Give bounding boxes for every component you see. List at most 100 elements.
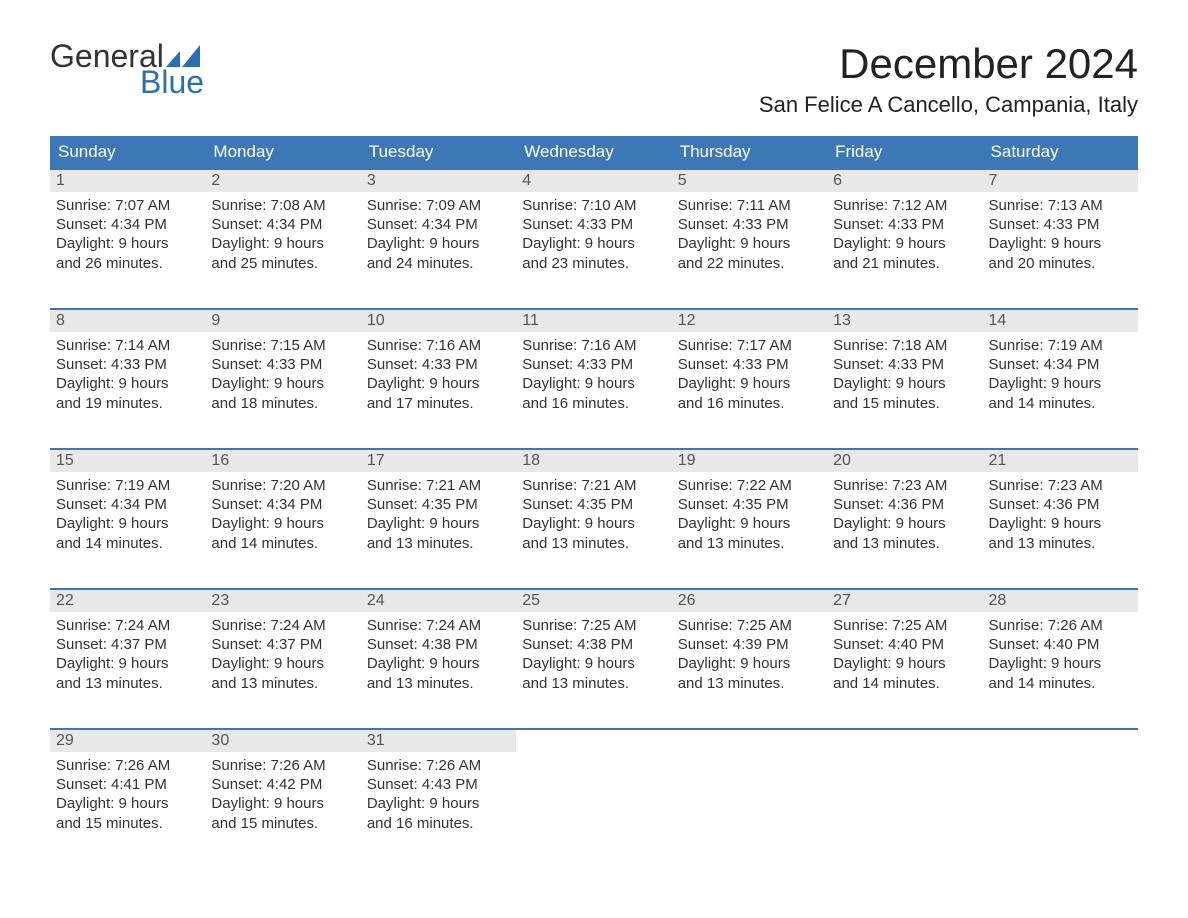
header: General Blue December 2024 San Felice A … (50, 40, 1138, 118)
day-number: 31 (361, 730, 516, 752)
day-line-sunrise: Sunrise: 7:23 AM (833, 476, 976, 495)
day-number: 9 (205, 310, 360, 332)
calendar-cell: 20Sunrise: 7:23 AMSunset: 4:36 PMDayligh… (827, 450, 982, 568)
day-line-day1: Daylight: 9 hours (367, 794, 510, 813)
day-line-day2: and 20 minutes. (989, 254, 1132, 273)
day-body: Sunrise: 7:19 AMSunset: 4:34 PMDaylight:… (983, 332, 1138, 419)
day-line-day2: and 13 minutes. (56, 674, 199, 693)
day-body: Sunrise: 7:23 AMSunset: 4:36 PMDaylight:… (827, 472, 982, 559)
calendar-cell: 3Sunrise: 7:09 AMSunset: 4:34 PMDaylight… (361, 170, 516, 288)
day-line-day2: and 25 minutes. (211, 254, 354, 273)
day-body: Sunrise: 7:08 AMSunset: 4:34 PMDaylight:… (205, 192, 360, 279)
day-line-sunrise: Sunrise: 7:26 AM (211, 756, 354, 775)
day-line-day1: Daylight: 9 hours (367, 654, 510, 673)
day-line-sunrise: Sunrise: 7:25 AM (522, 616, 665, 635)
day-body: Sunrise: 7:20 AMSunset: 4:34 PMDaylight:… (205, 472, 360, 559)
day-line-day1: Daylight: 9 hours (211, 794, 354, 813)
day-body: Sunrise: 7:09 AMSunset: 4:34 PMDaylight:… (361, 192, 516, 279)
day-body: Sunrise: 7:15 AMSunset: 4:33 PMDaylight:… (205, 332, 360, 419)
day-number: 23 (205, 590, 360, 612)
calendar-cell: 25Sunrise: 7:25 AMSunset: 4:38 PMDayligh… (516, 590, 671, 708)
day-line-sunrise: Sunrise: 7:10 AM (522, 196, 665, 215)
day-line-day2: and 14 minutes. (989, 674, 1132, 693)
day-body: Sunrise: 7:25 AMSunset: 4:40 PMDaylight:… (827, 612, 982, 699)
day-line-sunrise: Sunrise: 7:16 AM (522, 336, 665, 355)
calendar-cell: 29Sunrise: 7:26 AMSunset: 4:41 PMDayligh… (50, 730, 205, 848)
calendar-cell: 11Sunrise: 7:16 AMSunset: 4:33 PMDayligh… (516, 310, 671, 428)
day-line-day1: Daylight: 9 hours (56, 654, 199, 673)
calendar-cell: 7Sunrise: 7:13 AMSunset: 4:33 PMDaylight… (983, 170, 1138, 288)
day-body: Sunrise: 7:13 AMSunset: 4:33 PMDaylight:… (983, 192, 1138, 279)
day-body: Sunrise: 7:07 AMSunset: 4:34 PMDaylight:… (50, 192, 205, 279)
day-number: 10 (361, 310, 516, 332)
day-line-sunset: Sunset: 4:34 PM (989, 355, 1132, 374)
day-line-day2: and 13 minutes. (989, 534, 1132, 553)
day-line-sunset: Sunset: 4:40 PM (833, 635, 976, 654)
weeks-container: 1Sunrise: 7:07 AMSunset: 4:34 PMDaylight… (50, 168, 1138, 848)
day-body: Sunrise: 7:26 AMSunset: 4:42 PMDaylight:… (205, 752, 360, 839)
day-line-day2: and 19 minutes. (56, 394, 199, 413)
day-line-day1: Daylight: 9 hours (56, 794, 199, 813)
day-line-day1: Daylight: 9 hours (211, 234, 354, 253)
week-row: 8Sunrise: 7:14 AMSunset: 4:33 PMDaylight… (50, 308, 1138, 428)
day-line-sunset: Sunset: 4:42 PM (211, 775, 354, 794)
calendar-cell: 13Sunrise: 7:18 AMSunset: 4:33 PMDayligh… (827, 310, 982, 428)
day-line-day1: Daylight: 9 hours (678, 654, 821, 673)
day-number: 15 (50, 450, 205, 472)
day-header: Sunday (50, 136, 205, 168)
day-line-sunset: Sunset: 4:33 PM (522, 355, 665, 374)
day-line-day2: and 16 minutes. (367, 814, 510, 833)
day-line-sunrise: Sunrise: 7:09 AM (367, 196, 510, 215)
day-line-day2: and 21 minutes. (833, 254, 976, 273)
day-body: Sunrise: 7:25 AMSunset: 4:39 PMDaylight:… (672, 612, 827, 699)
day-line-sunset: Sunset: 4:33 PM (678, 215, 821, 234)
day-line-day1: Daylight: 9 hours (522, 654, 665, 673)
day-line-sunrise: Sunrise: 7:21 AM (367, 476, 510, 495)
calendar-cell: 6Sunrise: 7:12 AMSunset: 4:33 PMDaylight… (827, 170, 982, 288)
day-line-sunset: Sunset: 4:43 PM (367, 775, 510, 794)
calendar-cell: 26Sunrise: 7:25 AMSunset: 4:39 PMDayligh… (672, 590, 827, 708)
day-body: Sunrise: 7:26 AMSunset: 4:43 PMDaylight:… (361, 752, 516, 839)
calendar-cell: 16Sunrise: 7:20 AMSunset: 4:34 PMDayligh… (205, 450, 360, 568)
day-number: 11 (516, 310, 671, 332)
day-body: Sunrise: 7:21 AMSunset: 4:35 PMDaylight:… (516, 472, 671, 559)
day-line-sunset: Sunset: 4:33 PM (211, 355, 354, 374)
day-line-day2: and 16 minutes. (522, 394, 665, 413)
calendar-cell: 19Sunrise: 7:22 AMSunset: 4:35 PMDayligh… (672, 450, 827, 568)
day-number: 26 (672, 590, 827, 612)
calendar-cell (827, 730, 982, 848)
day-line-day2: and 23 minutes. (522, 254, 665, 273)
day-line-sunrise: Sunrise: 7:12 AM (833, 196, 976, 215)
day-line-day1: Daylight: 9 hours (367, 514, 510, 533)
day-line-day2: and 14 minutes. (211, 534, 354, 553)
day-number: 27 (827, 590, 982, 612)
day-line-sunrise: Sunrise: 7:16 AM (367, 336, 510, 355)
day-line-sunset: Sunset: 4:41 PM (56, 775, 199, 794)
day-body: Sunrise: 7:12 AMSunset: 4:33 PMDaylight:… (827, 192, 982, 279)
week-row: 29Sunrise: 7:26 AMSunset: 4:41 PMDayligh… (50, 728, 1138, 848)
day-number: 28 (983, 590, 1138, 612)
day-line-sunrise: Sunrise: 7:15 AM (211, 336, 354, 355)
day-line-day1: Daylight: 9 hours (522, 234, 665, 253)
day-line-sunset: Sunset: 4:39 PM (678, 635, 821, 654)
day-line-day1: Daylight: 9 hours (989, 234, 1132, 253)
day-number: 24 (361, 590, 516, 612)
day-line-sunset: Sunset: 4:37 PM (56, 635, 199, 654)
day-body: Sunrise: 7:22 AMSunset: 4:35 PMDaylight:… (672, 472, 827, 559)
day-line-day2: and 15 minutes. (211, 814, 354, 833)
calendar-cell (983, 730, 1138, 848)
day-number: 12 (672, 310, 827, 332)
day-line-sunset: Sunset: 4:40 PM (989, 635, 1132, 654)
day-number: 1 (50, 170, 205, 192)
day-line-sunrise: Sunrise: 7:26 AM (367, 756, 510, 775)
day-header: Thursday (672, 136, 827, 168)
day-line-day1: Daylight: 9 hours (522, 514, 665, 533)
day-line-day1: Daylight: 9 hours (56, 234, 199, 253)
day-line-sunrise: Sunrise: 7:14 AM (56, 336, 199, 355)
day-line-sunrise: Sunrise: 7:20 AM (211, 476, 354, 495)
day-line-day1: Daylight: 9 hours (211, 654, 354, 673)
week-row: 1Sunrise: 7:07 AMSunset: 4:34 PMDaylight… (50, 168, 1138, 288)
day-body: Sunrise: 7:11 AMSunset: 4:33 PMDaylight:… (672, 192, 827, 279)
day-line-day1: Daylight: 9 hours (367, 234, 510, 253)
calendar-cell: 10Sunrise: 7:16 AMSunset: 4:33 PMDayligh… (361, 310, 516, 428)
